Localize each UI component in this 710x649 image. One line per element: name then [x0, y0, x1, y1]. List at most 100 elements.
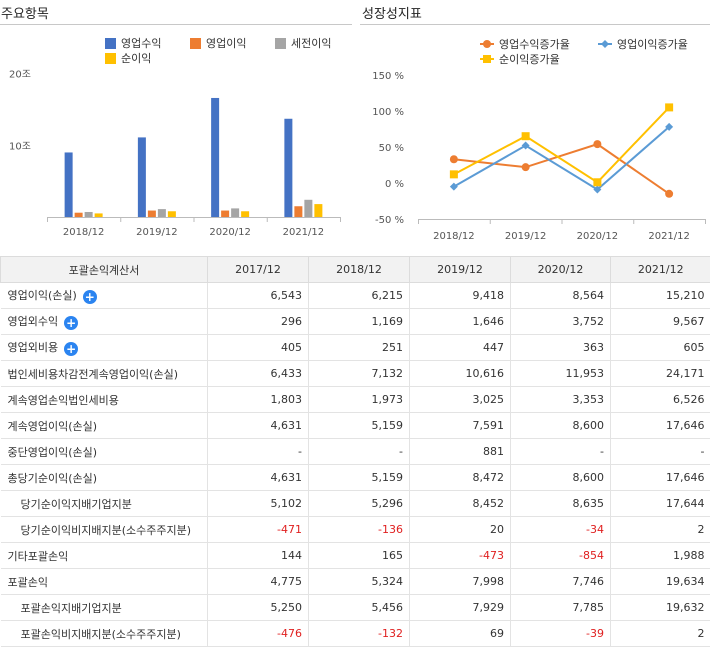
table-row: 법인세비용차감전계속영업이익(손실) 6,433 7,132 10,616 11,953…: [0, 360, 710, 387]
x-tick-label-4: 2021/12: [283, 227, 325, 238]
series-line-3: [453, 106, 670, 184]
row-label: 법인세비용차감전계속영업이익(손실): [0, 360, 208, 387]
table-cell: -471: [207, 516, 309, 543]
legend-swatch-2: [190, 38, 201, 49]
table-cell: 1,646: [409, 308, 511, 335]
x-tick-label-3: 2020/12: [577, 231, 619, 242]
legend-label-1: 영업수익: [121, 37, 161, 50]
bar-3-2019-12: [157, 209, 166, 217]
table-row: 계속영업손익법인세비용 1,803 1,973 3,025 3,353 6,526: [0, 386, 710, 413]
row-label: 기타포괄손익: [0, 542, 208, 569]
table-cell: 4,775: [207, 568, 309, 595]
table-cell: 9,418: [409, 282, 511, 309]
bar-2-2018-12: [74, 212, 83, 217]
table-cell: 144: [207, 542, 309, 569]
legend-label-1: 영업수익증가율: [499, 38, 570, 51]
row-label: 총당기순이익(손실): [0, 464, 208, 491]
table-row: 계속영업이익(손실) 4,631 5,159 7,591 8,600 17,646: [0, 412, 710, 439]
bar-1-2018-12: [64, 152, 73, 217]
table-cell: 19,634: [610, 568, 710, 595]
table-cell: 8,635: [510, 490, 611, 517]
table-cell: 9,567: [610, 308, 710, 335]
table-cell: 881: [409, 438, 511, 465]
row-label-text: 총당기순이익(손실): [7, 471, 98, 485]
table-cell: 2: [610, 620, 710, 647]
row-label: 영업이익(손실) +: [0, 282, 208, 309]
row-label: 포괄손익: [0, 568, 208, 595]
row-label-text: 당기순이익지배기업지분: [20, 497, 132, 511]
table-row: 포괄손익비지배지분(소수주주지분) -476 -132 69 -39 2: [0, 620, 710, 647]
table-cell: 3,025: [409, 386, 511, 413]
data-point-2-1: [449, 182, 458, 191]
row-label: 포괄손익비지배지분(소수주주지분): [0, 620, 208, 647]
table-cell: 7,746: [510, 568, 611, 595]
x-tick-label-4: 2021/12: [648, 231, 690, 242]
table-row: 포괄손익 4,775 5,324 7,998 7,746 19,634: [0, 568, 710, 595]
data-point-3-1: [449, 170, 458, 179]
y-tick-label-4: 0 %: [385, 179, 404, 190]
row-label: 포괄손익지배기업지분: [0, 594, 208, 621]
table-cell: -: [610, 438, 710, 465]
table-cell: 1,973: [308, 386, 410, 413]
legend-label-4: 순이익: [121, 52, 151, 65]
table-cell: 6,526: [610, 386, 710, 413]
table-header-year: 2019/12: [409, 256, 511, 283]
table-cell: 17,646: [610, 412, 710, 439]
income-statement-table: 포괄손익계산서 2017/12 2018/12 2019/12 2020/12 2021/…: [0, 256, 710, 647]
table-row: 영업외비용 +405 251 447 363 605: [0, 334, 710, 361]
data-point-1-3: [593, 140, 602, 149]
table-header-year: 2021/12: [610, 256, 710, 283]
table-cell: 7,785: [510, 594, 611, 621]
table-cell: 5,102: [207, 490, 309, 517]
table-cell: 8,600: [510, 412, 611, 439]
x-tick-label-1: 2018/12: [433, 231, 475, 242]
table-cell: 5,324: [308, 568, 410, 595]
right-title-divider: [360, 24, 710, 25]
row-label: 당기순이익비지배지분(소수주주지분): [0, 516, 208, 543]
data-point-3-3: [593, 178, 602, 187]
table-row: 중단영업이익(손실) - -881- -: [0, 438, 710, 465]
legend-marker-2: [601, 40, 609, 48]
table-cell: 10,616: [409, 360, 511, 387]
x-tick-label-1: 2018/12: [63, 227, 105, 238]
y-tick-label-2: 100 %: [372, 107, 404, 118]
table-cell: -132: [308, 620, 410, 647]
table-cell: -39: [510, 620, 611, 647]
table-cell: 6,215: [308, 282, 410, 309]
table-cell: -: [308, 438, 410, 465]
y-tick-label-3: 50 %: [379, 143, 404, 154]
data-point-1-4: [665, 189, 674, 198]
table-cell: -: [207, 438, 309, 465]
row-label-text: 포괄손익지배기업지분: [20, 601, 122, 615]
bar-1-2020-12: [211, 97, 220, 217]
expand-plus-icon[interactable]: +: [64, 316, 79, 330]
data-point-2-4: [665, 122, 674, 131]
data-point-1-2: [521, 163, 530, 172]
row-label-text: 포괄손익: [7, 575, 48, 589]
bar-4-2019-12: [167, 211, 176, 217]
table-cell: 5,159: [308, 464, 410, 491]
table-header-year: 2017/12: [207, 256, 309, 283]
bar-2-2019-12: [147, 210, 156, 217]
table-cell: 4,631: [207, 412, 309, 439]
table-cell: 251: [308, 334, 410, 361]
legend-label-3: 세전이익: [291, 37, 331, 50]
row-label: 영업외수익 +: [0, 308, 208, 335]
table-cell: 24,171: [610, 360, 710, 387]
expand-plus-icon[interactable]: +: [82, 290, 97, 304]
y-tick-label-1: 10조: [9, 141, 31, 152]
row-label-text: 중단영업이익(손실): [7, 445, 98, 459]
expand-plus-icon[interactable]: +: [64, 342, 79, 356]
data-point-3-4: [665, 103, 674, 112]
table-cell: 19,632: [610, 594, 710, 621]
data-point-1-1: [449, 155, 458, 164]
bar-3-2021-12: [304, 199, 313, 217]
table-cell: 17,644: [610, 490, 710, 517]
table-cell: 447: [409, 334, 511, 361]
row-label-text: 영업외수익: [7, 315, 59, 328]
legend-swatch-3: [275, 38, 286, 49]
x-tick-label-2: 2019/12: [505, 231, 547, 242]
table-cell: 7,998: [409, 568, 511, 595]
y-tick-label-5: -50 %: [375, 215, 404, 226]
bar-1-2021-12: [284, 118, 293, 217]
